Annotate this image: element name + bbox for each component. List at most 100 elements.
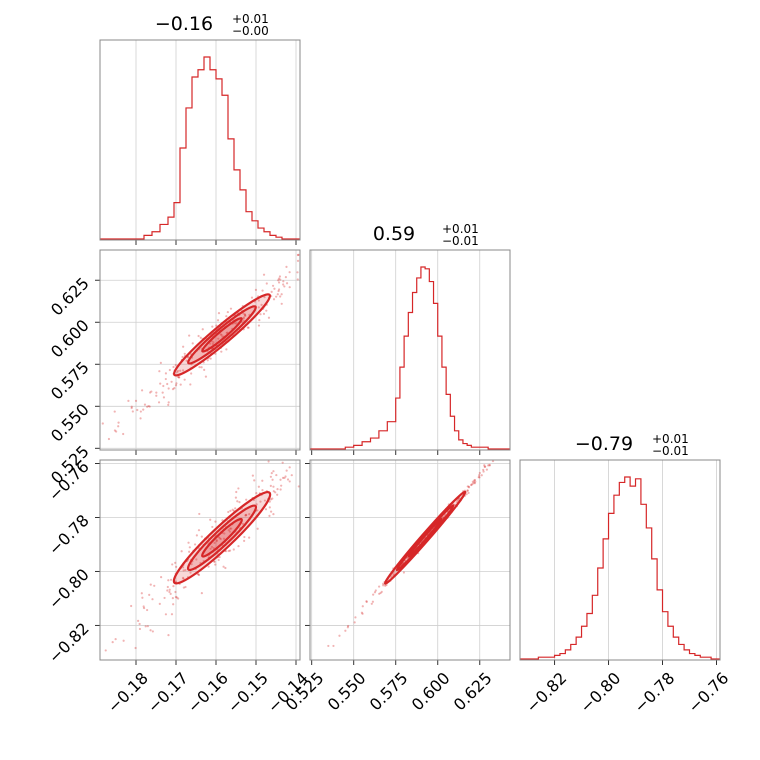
sample-point bbox=[467, 486, 471, 489]
sample-point bbox=[244, 514, 247, 517]
sample-point bbox=[142, 605, 145, 608]
sample-point bbox=[482, 468, 485, 471]
sample-point bbox=[242, 312, 245, 315]
sample-point bbox=[195, 534, 198, 537]
sample-point bbox=[259, 313, 262, 316]
sample-point bbox=[113, 429, 117, 432]
sample-point bbox=[251, 474, 254, 477]
sample-point bbox=[174, 590, 177, 594]
sample-point bbox=[378, 592, 381, 595]
sample-point bbox=[365, 600, 368, 603]
sample-point bbox=[283, 285, 286, 288]
sample-point bbox=[244, 314, 247, 317]
sample-point bbox=[172, 365, 175, 369]
sample-point bbox=[207, 565, 210, 568]
sample-point bbox=[354, 616, 357, 619]
sample-point bbox=[209, 357, 212, 360]
sample-point bbox=[260, 303, 263, 306]
sample-point bbox=[275, 473, 278, 477]
sample-point bbox=[275, 295, 278, 298]
sample-point bbox=[181, 355, 184, 359]
sample-point bbox=[139, 410, 142, 413]
x-tick-label: 0.625 bbox=[450, 668, 496, 714]
sample-point bbox=[184, 568, 187, 572]
sample-point bbox=[200, 535, 203, 538]
sample-point bbox=[488, 463, 491, 467]
sample-point bbox=[183, 378, 186, 381]
sample-point bbox=[288, 480, 291, 483]
sample-point bbox=[180, 550, 183, 553]
sample-point bbox=[283, 476, 286, 480]
sample-point bbox=[360, 611, 364, 614]
sample-point bbox=[149, 583, 152, 586]
density-contour-2 bbox=[186, 504, 258, 572]
sample-point bbox=[222, 565, 225, 568]
sample-point bbox=[215, 324, 218, 327]
sample-point bbox=[361, 612, 364, 615]
sample-point bbox=[167, 401, 170, 404]
sample-point bbox=[176, 371, 179, 374]
sample-point bbox=[257, 299, 260, 302]
sample-point bbox=[485, 468, 488, 471]
sample-point bbox=[170, 380, 173, 383]
x-tick-label: −0.78 bbox=[630, 668, 678, 716]
sample-point bbox=[265, 309, 268, 312]
param-title: −0.16 bbox=[155, 13, 213, 35]
sample-point bbox=[170, 613, 174, 616]
sample-point bbox=[382, 582, 385, 585]
y-tick-label: 0.550 bbox=[47, 400, 93, 446]
sample-point bbox=[146, 625, 149, 628]
sample-point bbox=[290, 474, 293, 477]
sample-point bbox=[473, 479, 476, 482]
sample-point bbox=[272, 298, 276, 301]
sample-point bbox=[217, 312, 221, 315]
sample-point bbox=[267, 316, 271, 319]
sample-point bbox=[473, 481, 476, 484]
sample-point bbox=[235, 322, 238, 325]
sample-point bbox=[122, 639, 125, 642]
sample-point bbox=[227, 529, 230, 532]
sample-point bbox=[204, 375, 208, 378]
sample-point bbox=[155, 394, 158, 397]
sample-point bbox=[465, 493, 468, 496]
sample-point bbox=[217, 337, 220, 340]
sample-point bbox=[168, 368, 171, 372]
histogram-panel-2 bbox=[519, 459, 721, 661]
sample-point bbox=[237, 487, 240, 490]
sample-point bbox=[174, 364, 177, 367]
sample-point bbox=[276, 293, 279, 296]
sample-point bbox=[238, 501, 241, 504]
y-tick-label: 0.600 bbox=[47, 316, 93, 362]
sample-point bbox=[171, 597, 174, 600]
x-tick-label: −0.16 bbox=[184, 668, 232, 716]
sample-point bbox=[151, 630, 154, 633]
sample-point bbox=[191, 342, 194, 345]
sample-point bbox=[281, 476, 285, 480]
sample-point bbox=[277, 279, 280, 282]
sample-point bbox=[235, 490, 238, 494]
sample-point bbox=[148, 593, 151, 596]
density-contour-3 bbox=[201, 317, 243, 353]
sample-point bbox=[134, 399, 138, 403]
sample-point bbox=[168, 588, 171, 591]
sample-point bbox=[117, 421, 120, 424]
sample-point bbox=[147, 404, 150, 408]
sample-point bbox=[477, 476, 480, 479]
sample-point bbox=[164, 613, 168, 616]
param-title: −0.79 bbox=[575, 433, 633, 455]
sample-point bbox=[296, 278, 299, 281]
sample-point bbox=[134, 646, 137, 650]
sample-point bbox=[230, 527, 233, 530]
sample-point bbox=[208, 342, 212, 345]
sample-point bbox=[225, 315, 228, 318]
sample-point bbox=[182, 569, 185, 572]
histogram-step-line bbox=[100, 56, 300, 240]
sample-point bbox=[370, 602, 373, 605]
density-panel-1 bbox=[104, 460, 300, 652]
sample-point bbox=[466, 489, 469, 492]
sample-point bbox=[197, 529, 201, 532]
sample-point bbox=[441, 516, 445, 519]
sample-point bbox=[384, 584, 387, 587]
sample-point bbox=[297, 253, 300, 256]
